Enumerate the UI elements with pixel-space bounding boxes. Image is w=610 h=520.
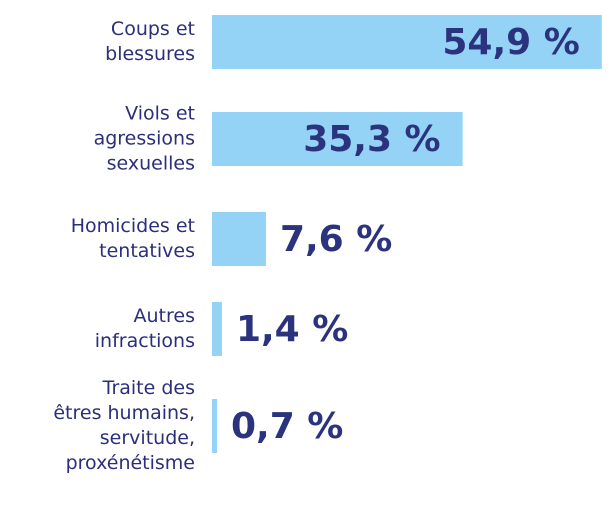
category-label: Homicides et (71, 215, 195, 237)
category-label: infractions (95, 330, 195, 352)
value-label: 35,3 % (303, 119, 440, 160)
category-label: tentatives (99, 240, 195, 262)
category-label: êtres humains, (53, 402, 195, 424)
category-label: proxénétisme (66, 452, 195, 474)
value-label: 0,7 % (231, 406, 343, 447)
category-label: Autres (134, 305, 195, 327)
category-label: sexuelles (107, 153, 195, 175)
value-label: 54,9 % (442, 22, 579, 63)
category-label: Viols et (125, 103, 195, 125)
category-label: Coups et (111, 18, 195, 40)
bar (212, 302, 222, 356)
value-label: 1,4 % (236, 309, 348, 350)
category-label: Traite des (102, 377, 195, 399)
bar (212, 112, 463, 166)
bar (212, 15, 602, 69)
category-label: blessures (105, 43, 195, 65)
bar (212, 399, 217, 453)
value-label: 7,6 % (280, 219, 392, 260)
category-label: agressions (94, 128, 195, 150)
category-label: servitude, (100, 427, 195, 449)
bar (212, 212, 266, 266)
